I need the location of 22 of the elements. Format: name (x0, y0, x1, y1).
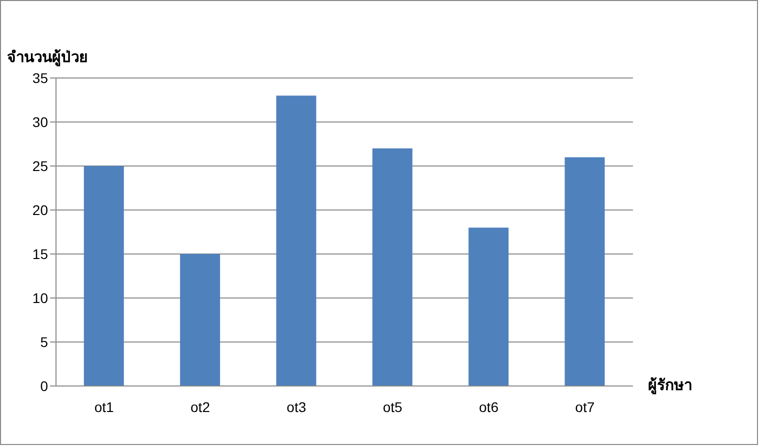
bar (564, 157, 605, 386)
x-tick-label: ot5 (382, 398, 403, 415)
bar (276, 96, 316, 386)
x-tick-label: ot6 (479, 398, 499, 415)
y-tick-label: 15 (32, 246, 48, 262)
x-tick-label: ot2 (190, 398, 210, 415)
y-tick-label: 10 (32, 290, 48, 306)
y-tick-label: 0 (40, 378, 48, 394)
y-tick-label: 5 (40, 334, 48, 350)
y-tick-label: 20 (32, 202, 48, 218)
y-axis-title: จำนวนผู้ป่วย (7, 48, 88, 68)
y-tick-label: 30 (32, 114, 48, 130)
y-tick-label: 25 (32, 158, 48, 174)
y-tick-label: 35 (32, 70, 48, 86)
bar (468, 228, 509, 386)
x-tick-label: ot1 (94, 398, 114, 415)
bar (84, 166, 124, 386)
bar (372, 148, 412, 386)
bar (180, 254, 220, 386)
x-tick-label: ot3 (286, 398, 306, 415)
x-tick-label: ot7 (575, 398, 595, 415)
x-axis-title: ผู้รักษา (648, 376, 692, 396)
